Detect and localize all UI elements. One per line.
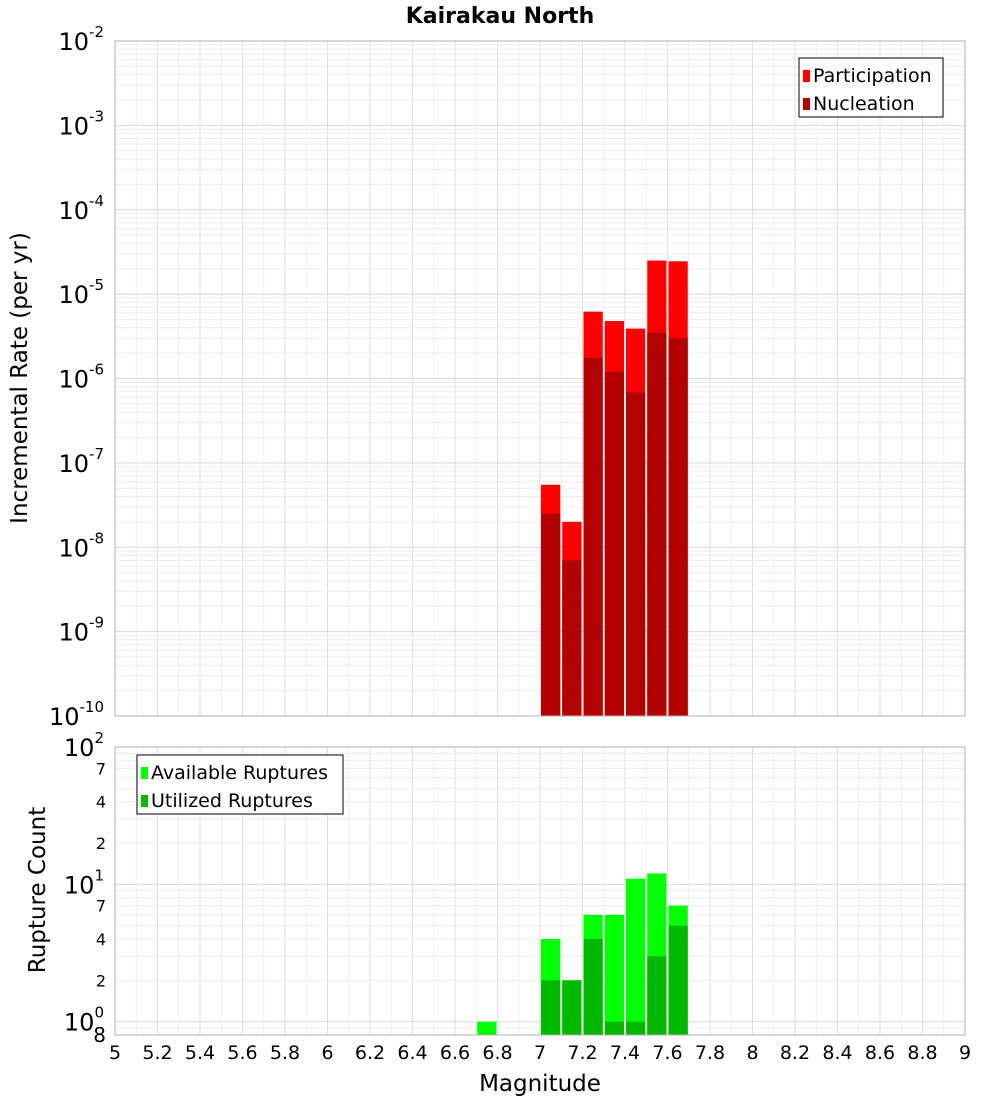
x-tick-label: 8.8 [907, 1042, 937, 1064]
y-tick-label: 10-9 [58, 614, 104, 647]
y-tick-label: 101 [64, 866, 104, 899]
x-tick-label: 6.2 [355, 1042, 385, 1064]
legend-label: Nucleation [813, 93, 915, 115]
y-tick-label: 102 [64, 729, 104, 762]
y-tick-label: 10-7 [58, 445, 104, 478]
bar-available-ruptures [477, 1021, 497, 1035]
bar-available-ruptures [626, 878, 646, 1035]
plot-area-border [114, 40, 966, 717]
x-tick-label: 8.4 [822, 1042, 852, 1064]
bar-utilized-ruptures [647, 956, 667, 1035]
y-tick-label: 10-5 [58, 276, 104, 309]
bar-utilized-ruptures [541, 980, 561, 1035]
y-tick-label-minor: 4 [96, 793, 106, 812]
legend-swatch [141, 795, 148, 807]
legend-box [798, 57, 944, 118]
bars [541, 260, 688, 716]
legend-swatch [803, 98, 810, 110]
x-tick-label: 5 [109, 1042, 121, 1064]
legend-label: Available Ruptures [151, 762, 328, 784]
x-tick-label: 5.8 [270, 1042, 300, 1064]
x-tick-label: 8 [746, 1042, 758, 1064]
legend-swatch [141, 767, 148, 779]
rate-panel: 10-10 10-9 10-8 10-7 10-6 10-5 10-4 10-3 10-2 Par… [49, 23, 966, 731]
legend-label: Utilized Ruptures [151, 790, 313, 812]
grid [114, 40, 966, 717]
bar-nucleation [562, 560, 582, 716]
bar-nucleation [604, 371, 624, 716]
bar-utilized-ruptures [562, 980, 582, 1035]
x-tick-label: 8.2 [780, 1042, 810, 1064]
x-tick-label: 7.2 [567, 1042, 597, 1064]
y-tick-label: 10-10 [49, 698, 104, 731]
x-tick-label: 5.4 [185, 1042, 215, 1064]
bar-nucleation [626, 392, 646, 716]
legend: Available Ruptures Utilized Ruptures [136, 754, 344, 815]
y-tick-label: 10-3 [58, 107, 104, 140]
bar-nucleation [541, 513, 561, 716]
grid [114, 746, 966, 1036]
bar-utilized-ruptures [604, 1021, 624, 1035]
y-tick-label-minor: 2 [96, 834, 106, 853]
y-tick-label-minor: 4 [96, 930, 106, 949]
x-axis-ticks: 5 5.2 5.4 5.6 5.8 6 6.2 6.4 6.6 6.8 7 7.2 7.4 7.6 7.8 8… [109, 1042, 971, 1064]
x-tick-label: 8.6 [865, 1042, 895, 1064]
legend: Participation Nucleation [798, 57, 944, 118]
bar-nucleation [583, 357, 603, 716]
bars [477, 873, 688, 1035]
rupture-count-panel: 100 101 102 8 2 4 7 2 4 7 Available Ruptures Utiliz… [64, 729, 971, 1064]
top-y-axis-label: Incremental Rate (per yr) [7, 232, 33, 524]
x-tick-label: 7.6 [652, 1042, 682, 1064]
bar-available-ruptures [604, 914, 624, 1035]
bar-utilized-ruptures [583, 939, 603, 1035]
y-tick-label: 10-8 [58, 529, 104, 562]
bar-utilized-ruptures [668, 925, 688, 1035]
y-tick-label: 100 [64, 1004, 104, 1037]
legend-swatch [803, 70, 810, 82]
x-tick-label: 6.4 [397, 1042, 427, 1064]
x-tick-label: 6.8 [482, 1042, 512, 1064]
legend-box [136, 754, 344, 815]
y-tick-label: 10-6 [58, 361, 104, 394]
x-tick-label: 6.6 [440, 1042, 470, 1064]
bar-nucleation [647, 332, 667, 716]
x-tick-label: 7.8 [695, 1042, 725, 1064]
y-axis-ticks: 10-10 10-9 10-8 10-7 10-6 10-5 10-4 10-3 10-2 [49, 23, 104, 731]
x-tick-label: 9 [959, 1042, 971, 1064]
legend-label: Participation [813, 65, 932, 87]
y-tick-label-minor: 7 [96, 759, 106, 778]
plot-area-border [114, 746, 966, 1036]
x-tick-label: 7.4 [610, 1042, 640, 1064]
y-tick-label-minor: 7 [96, 897, 106, 916]
chart-title: Kairakau North [406, 4, 594, 29]
y-tick-label-minor: 8 [93, 1023, 106, 1047]
bar-nucleation [668, 338, 688, 716]
x-tick-label: 5.6 [227, 1042, 257, 1064]
x-tick-label: 5.2 [142, 1042, 172, 1064]
bar-utilized-ruptures [626, 1021, 646, 1035]
y-axis-ticks: 100 101 102 8 2 4 7 2 4 7 [64, 729, 106, 1047]
x-tick-label: 6 [321, 1042, 333, 1064]
x-tick-label: 7 [534, 1042, 546, 1064]
bottom-y-axis-label: Rupture Count [25, 807, 51, 973]
y-tick-label: 10-4 [58, 192, 104, 225]
x-axis-label: Magnitude [479, 1071, 601, 1097]
y-tick-label: 10-2 [58, 23, 104, 56]
y-tick-label-minor: 2 [96, 971, 106, 990]
